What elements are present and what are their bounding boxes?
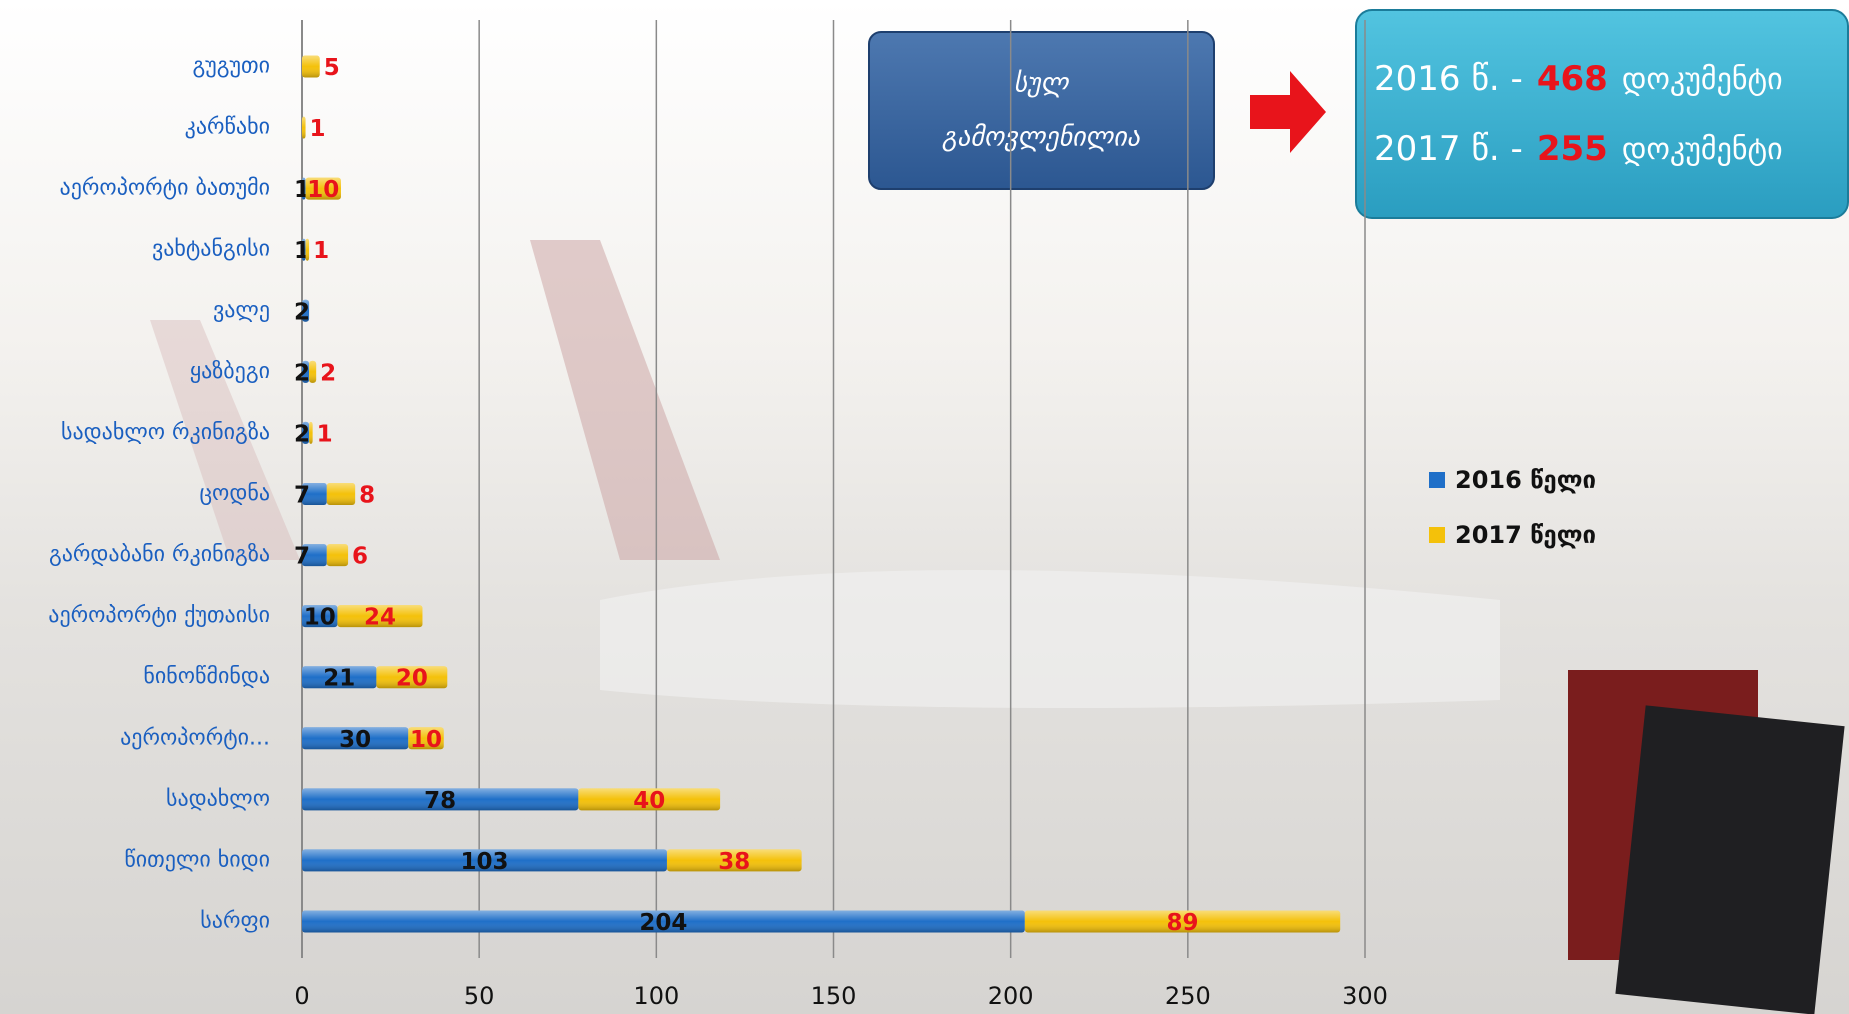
total-line: 2016 წ. - 468 დოკუმენტი	[1374, 59, 1783, 99]
value-label: 10	[307, 177, 339, 203]
y-tick-label: სადახლო რკინიგზა	[61, 420, 270, 445]
value-label: 24	[364, 605, 396, 631]
value-label: 10	[410, 727, 442, 753]
legend-swatch	[1429, 527, 1445, 543]
total-value: 468	[1537, 59, 1608, 99]
bar-shade	[376, 666, 448, 689]
x-tick-label: 0	[294, 982, 309, 1010]
total-line: 2017 წ. - 255 დოკუმენტი	[1374, 129, 1783, 169]
value-label: 7	[294, 483, 310, 509]
bar-shade	[302, 788, 579, 811]
legend-label: 2016 წელი	[1455, 466, 1596, 494]
y-tick-label: აეროპორტი ბათუმი	[60, 176, 270, 201]
bar-shade	[309, 360, 317, 383]
bar-shade	[302, 299, 310, 322]
x-tick-label: 300	[1342, 982, 1388, 1010]
y-tick-label: სარფი	[200, 908, 270, 933]
value-label: 78	[424, 788, 456, 814]
x-tick-label: 100	[633, 982, 679, 1010]
value-label: 5	[324, 55, 340, 81]
bar-shade	[305, 238, 310, 261]
x-tick-label: 250	[1165, 982, 1211, 1010]
bar-shade	[302, 666, 377, 689]
summary-box	[868, 31, 1215, 190]
value-label: 2	[294, 360, 310, 386]
value-label: 8	[359, 483, 375, 509]
legend-label: 2017 წელი	[1455, 521, 1596, 549]
bar-shade	[408, 727, 444, 750]
bar-shade	[302, 238, 306, 261]
value-label: 38	[718, 849, 750, 875]
y-tick-label: ვახტანგისი	[152, 237, 270, 262]
bar-shade	[302, 727, 409, 750]
value-label: 30	[339, 727, 371, 753]
bar-shade	[1024, 910, 1341, 933]
totals: 2016 წ. - 468 დოკუმენტი 2017 წ. - 255 დოკუმენ…	[1374, 59, 1783, 169]
legend-swatch	[1429, 472, 1445, 488]
value-label: 89	[1167, 910, 1199, 936]
y-tick-label: წითელი ხიდი	[124, 847, 270, 872]
value-label: 1	[317, 421, 333, 447]
bar-shade	[302, 849, 667, 872]
box-line: სულ	[1014, 69, 1071, 99]
value-label: 2	[294, 421, 310, 447]
value-label: 1	[313, 238, 329, 264]
y-tick-label: კარწახი	[185, 115, 270, 140]
x-tick-label: 200	[988, 982, 1034, 1010]
tail-decor	[530, 240, 720, 560]
bar-shade	[305, 177, 341, 200]
bar-shade	[302, 421, 310, 444]
bar-shade	[302, 360, 310, 383]
total-suffix: დოკუმენტი	[1622, 62, 1783, 97]
bar-shade	[337, 605, 423, 628]
y-tick-label: ნინოწმინდა	[143, 664, 270, 689]
y-tick-label: ვალე	[213, 298, 270, 323]
y-tick-label: აეროპორტი...	[120, 725, 270, 750]
value-label: 40	[633, 788, 665, 814]
box-line: გამოვლენილია	[942, 123, 1141, 153]
plane-decor	[600, 570, 1500, 708]
bar-shade	[302, 483, 327, 505]
bar-shade	[578, 788, 721, 811]
y-tick-label: ცოდნა	[199, 481, 270, 506]
value-label: 103	[460, 849, 508, 875]
bar-shade	[302, 116, 306, 139]
value-label: 2	[320, 360, 336, 386]
bar-shade	[326, 544, 349, 567]
value-label: 10	[304, 605, 336, 631]
y-tick-label: ყაზბეგი	[190, 359, 270, 384]
bar-shade	[326, 483, 356, 505]
bar-shade	[302, 910, 1025, 933]
bar-shade	[302, 605, 338, 628]
bar-shade	[666, 849, 802, 872]
bar-shade	[302, 177, 306, 200]
y-tick-label: აეროპორტი ქუთაისი	[48, 603, 270, 628]
x-tick-label: 150	[811, 982, 857, 1010]
total-suffix: დოკუმენტი	[1622, 132, 1783, 167]
value-label: 21	[323, 666, 355, 692]
value-label: 204	[639, 910, 687, 936]
value-label: 6	[352, 544, 368, 570]
value-label: 20	[396, 666, 428, 692]
passport-decor	[1615, 705, 1845, 1014]
bar-shade	[302, 544, 327, 567]
y-tick-label: სადახლო	[166, 786, 270, 811]
total-prefix: 2016 წ. -	[1374, 59, 1523, 99]
x-tick-label: 50	[464, 982, 495, 1010]
bar-shade	[302, 55, 320, 78]
y-tick-label: გუგუთი	[192, 54, 270, 79]
y-tick-label: გარდაბანი რკინიგზა	[49, 542, 270, 567]
total-prefix: 2017 წ. -	[1374, 129, 1523, 169]
totals-box	[1355, 9, 1849, 219]
total-value: 255	[1537, 129, 1608, 169]
arrow	[1250, 71, 1326, 153]
tail-decor	[150, 320, 300, 560]
bar-shade	[309, 421, 313, 444]
value-label: 2	[294, 299, 310, 325]
value-label: 7	[294, 544, 310, 570]
value-label: 1	[310, 116, 326, 142]
